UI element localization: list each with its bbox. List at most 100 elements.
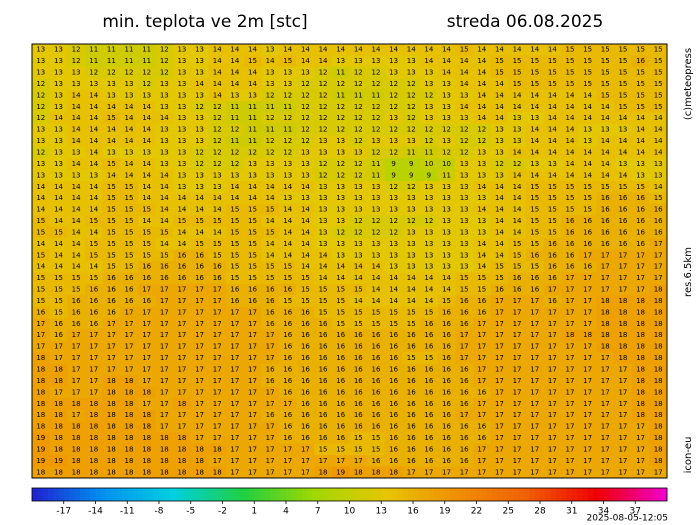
temperature-cell — [349, 398, 368, 410]
cell-label: 13 — [371, 251, 380, 259]
cell-label: 17 — [495, 468, 504, 476]
cell-label: 16 — [424, 331, 433, 339]
temperature-cell — [84, 112, 104, 125]
temperature-cell — [631, 261, 650, 273]
temperature-cell — [190, 55, 209, 68]
cell-label: 15 — [548, 57, 557, 65]
cell-label: 13 — [407, 263, 416, 271]
temperature-cell — [490, 123, 509, 136]
cell-label: 13 — [354, 149, 363, 157]
cell-label: 15 — [530, 206, 539, 214]
cell-label: 13 — [371, 57, 380, 65]
temperature-cell — [67, 192, 86, 205]
colorbar-swatch — [53, 488, 59, 501]
cell-label: 14 — [125, 126, 134, 134]
temperature-cell — [261, 123, 280, 136]
cell-label: 17 — [601, 274, 610, 282]
temperature-cell — [384, 398, 403, 410]
cell-label: 15 — [107, 194, 116, 202]
temperature-cell — [67, 420, 86, 433]
temperature-cell — [596, 226, 615, 239]
cell-label: 12 — [371, 149, 380, 157]
temperature-cell — [367, 123, 386, 136]
cell-label: 17 — [618, 411, 627, 419]
cell-label: 13 — [142, 91, 151, 99]
temperature-cell — [208, 238, 227, 251]
temperature-cell — [649, 78, 668, 91]
temperature-cell — [137, 443, 156, 456]
colorbar-swatch — [74, 488, 81, 501]
cell-label: 13 — [336, 149, 345, 157]
temperature-cell — [614, 66, 633, 79]
cell-label: 15 — [371, 320, 380, 328]
temperature-cell — [543, 420, 562, 433]
temperature-cell — [296, 135, 315, 148]
temperature-cell — [155, 55, 174, 68]
cell-label: 13 — [407, 137, 416, 145]
cell-label: 14 — [142, 103, 151, 111]
cell-label: 12 — [301, 91, 310, 99]
temperature-cell — [349, 192, 368, 205]
temperature-cell — [420, 226, 439, 239]
cell-label: 12 — [142, 80, 151, 88]
temperature-cell — [525, 340, 545, 353]
temperature-cell — [614, 55, 633, 68]
cell-label: 17 — [248, 388, 257, 396]
cell-label: 15 — [583, 183, 592, 191]
cell-label: 18 — [213, 445, 222, 453]
cell-label: 14 — [230, 183, 239, 191]
cell-label: 17 — [636, 445, 645, 453]
cell-label: 12 — [72, 46, 81, 54]
temperature-cell — [261, 55, 280, 68]
temperature-cell — [614, 283, 633, 296]
temperature-cell — [420, 398, 439, 410]
temperature-cell — [314, 249, 333, 262]
cell-label: 17 — [583, 286, 592, 294]
cell-label: 16 — [195, 274, 204, 282]
cell-label: 15 — [530, 263, 539, 271]
cell-label: 18 — [107, 468, 116, 476]
cell-label: 15 — [107, 263, 116, 271]
cell-label: 14 — [354, 46, 363, 54]
temperature-cell — [32, 386, 51, 399]
temperature-cell — [226, 158, 245, 171]
temperature-cell — [631, 283, 650, 296]
cell-label: 17 — [566, 286, 575, 294]
temperature-cell — [596, 420, 615, 433]
temperature-cell — [84, 375, 104, 388]
cell-label: 14 — [283, 228, 292, 236]
temperature-cell — [455, 146, 474, 159]
cell-label: 18 — [654, 388, 663, 396]
map-date: streda 06.08.2025 — [447, 12, 604, 32]
temperature-cell — [173, 101, 192, 114]
cell-label: 13 — [424, 80, 433, 88]
cell-label: 12 — [36, 80, 45, 88]
temperature-cell — [173, 261, 192, 273]
temperature-cell — [367, 226, 386, 239]
temperature-cell — [525, 329, 545, 342]
cell-label: 16 — [424, 445, 433, 453]
temperature-cell — [278, 272, 298, 285]
temperature-cell — [67, 455, 86, 468]
temperature-cell — [226, 398, 245, 410]
cell-label: 16 — [283, 377, 292, 385]
temperature-cell — [155, 112, 174, 125]
cell-label: 15 — [354, 434, 363, 442]
cell-label: 16 — [407, 457, 416, 465]
temperature-cell — [67, 203, 86, 216]
temperature-cell — [349, 101, 368, 114]
temperature-cell — [349, 386, 368, 399]
cell-label: 16 — [460, 388, 469, 396]
cell-label: 18 — [618, 331, 627, 339]
cell-label: 18 — [72, 457, 81, 465]
temperature-cell — [226, 466, 245, 479]
cell-label: 16 — [107, 308, 116, 316]
cell-label: 14 — [266, 183, 275, 191]
temperature-cell — [84, 203, 104, 216]
colorbar-swatch — [471, 488, 477, 501]
temperature-cell — [120, 78, 139, 91]
cell-label: 18 — [654, 445, 663, 453]
colorbar-swatch — [529, 488, 536, 501]
cell-label: 15 — [72, 274, 81, 282]
colorbar-swatch — [333, 488, 340, 501]
